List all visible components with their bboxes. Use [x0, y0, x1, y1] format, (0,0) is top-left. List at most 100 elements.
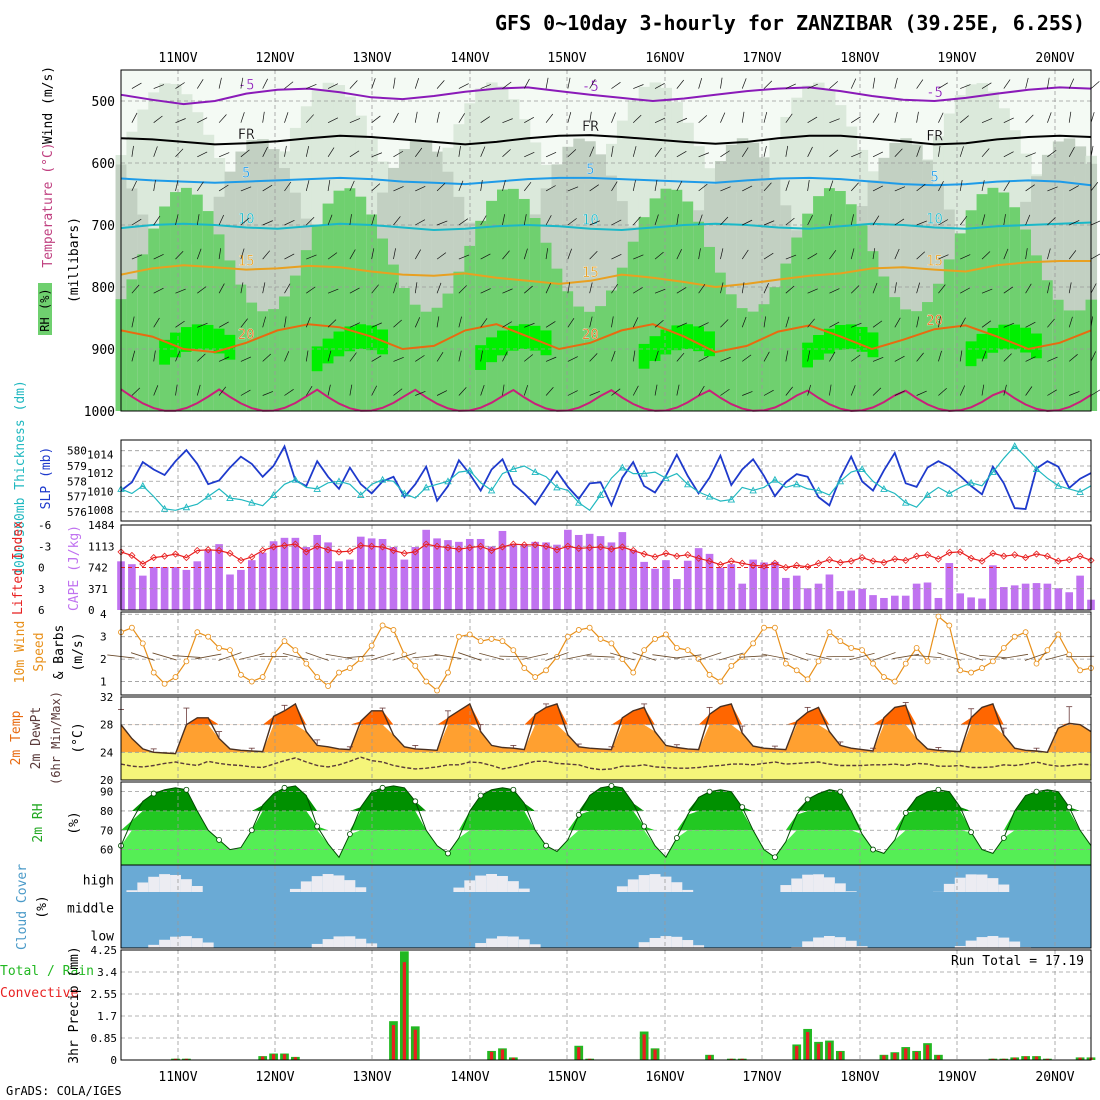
- upper-wind-barb: [240, 77, 244, 89]
- wind-speed-point: [597, 636, 604, 642]
- cloud-bar-high: [355, 887, 367, 892]
- precip-convective-bar: [1002, 1058, 1006, 1060]
- cloud-bar-low: [202, 942, 214, 948]
- upper-wind-barb: [436, 146, 441, 157]
- upper-wind-barb: [545, 387, 554, 396]
- upper-wind-barb: [720, 319, 729, 328]
- rh-shade-green: [889, 297, 901, 411]
- upper-wind-barb: [436, 390, 448, 396]
- thickness-point: [357, 491, 365, 498]
- upper-wind-barb: [567, 356, 578, 362]
- cloud-bar-low: [311, 943, 323, 948]
- rh-shade-green: [322, 203, 335, 411]
- precip-run-total: Run Total = 17.19: [951, 954, 1084, 969]
- upper-wind-barb: [436, 183, 446, 192]
- rh-shade-green: [202, 211, 215, 411]
- li-point: [967, 554, 975, 562]
- upper-wind-barb: [153, 179, 156, 191]
- temp-frame: [120, 696, 1092, 781]
- li-point: [891, 555, 899, 563]
- bottom-date-12NOV: 12NOV: [255, 1070, 294, 1085]
- upper-wind-barb: [349, 384, 353, 396]
- upper-wind-barb: [938, 387, 947, 396]
- precip-convective-bar: [1013, 1057, 1017, 1060]
- upper-wind-barb: [894, 148, 903, 158]
- upper-wind-barb: [480, 146, 486, 157]
- cloud-bar-low: [976, 937, 988, 948]
- rh-shade-green: [366, 214, 378, 411]
- upper-wind-barb: [698, 77, 703, 89]
- thickness-point: [662, 474, 670, 482]
- thickness-point: [705, 492, 714, 500]
- upper-wind-barb: [371, 183, 381, 192]
- thickness-point: [967, 478, 975, 486]
- rh-shade-mid: [235, 151, 247, 412]
- isotherm-15: [120, 260, 1091, 289]
- li-point: [651, 553, 659, 561]
- upper-wind-barb: [131, 82, 142, 89]
- wind-speed-point: [728, 662, 735, 669]
- upper-wind-barb: [589, 316, 593, 328]
- cloud-bar-high: [682, 889, 694, 892]
- wind-speed-point: [990, 658, 996, 665]
- upper-wind-barb: [545, 356, 557, 362]
- upper-wind-barb: [872, 387, 882, 396]
- rh-band-1: [121, 811, 1091, 831]
- wind-speed-point: [684, 647, 691, 654]
- cloud-bar-low: [148, 944, 160, 948]
- li-point: [171, 550, 180, 558]
- upper-wind-barb: [916, 390, 927, 396]
- li-point: [291, 540, 299, 548]
- precip-tick-3: 2.55: [91, 988, 118, 1001]
- rh-shade-green: [693, 221, 705, 411]
- wind-barb: [305, 652, 329, 661]
- li-point: [716, 561, 725, 569]
- upper-wind-barb: [131, 145, 134, 157]
- precip-frame: [120, 949, 1092, 1061]
- isotherm-label-20-1: 20: [582, 327, 599, 343]
- rh-shade-green: [191, 194, 204, 411]
- upper-wind-barb: [218, 214, 225, 226]
- upper-wind-barb: [502, 118, 513, 124]
- upper-wind-barb: [262, 250, 271, 260]
- rh-shade-bright: [638, 343, 651, 369]
- wind-barb: [545, 652, 569, 661]
- upper-wind-barb: [1090, 182, 1099, 192]
- dewpoint-line: [120, 756, 1092, 771]
- cloud-cover-panel: high middle low Cloud Cover (%): [15, 864, 1092, 950]
- cloud-bar-high: [507, 881, 519, 892]
- li-point: [662, 549, 670, 557]
- cloud-bar-high: [159, 874, 171, 892]
- upper-wind-barb: [654, 251, 664, 260]
- upper-wind-barb: [1090, 220, 1100, 226]
- upper-wind-barb: [436, 282, 442, 294]
- upper-wind-barb: [153, 115, 163, 123]
- upper-wind-barb: [480, 116, 490, 123]
- li-point: [150, 554, 158, 562]
- upper-wind-barb: [480, 318, 488, 328]
- rh-shade-bright: [497, 330, 509, 356]
- wind-speed-point: [532, 674, 539, 680]
- upper-wind-barb: [938, 219, 949, 226]
- thickness-point: [749, 486, 757, 494]
- upper-wind-barb: [894, 282, 897, 294]
- rh-point: [1066, 804, 1073, 810]
- cloud-bar-low: [845, 940, 857, 948]
- precip-convective-bar: [707, 1055, 712, 1060]
- wind-speed-point: [390, 627, 397, 633]
- cloud-bar-low: [649, 937, 661, 948]
- rh-shade-green: [529, 218, 542, 411]
- wind-barb: [499, 655, 528, 658]
- upper-wind-barb: [327, 350, 332, 362]
- wind-speed-point: [543, 667, 549, 674]
- wind-barb: [152, 652, 177, 661]
- upper-wind-barb: [393, 357, 404, 362]
- precip-convective-bar: [1078, 1057, 1082, 1060]
- upper-wind-barb: [872, 113, 880, 123]
- li-point: [1032, 550, 1041, 558]
- cape-bar: [335, 561, 343, 610]
- cape-bar: [422, 529, 430, 610]
- upper-wind-barb: [916, 146, 921, 157]
- upper-wind-barb: [938, 82, 948, 89]
- rh-shade-bright: [987, 327, 999, 353]
